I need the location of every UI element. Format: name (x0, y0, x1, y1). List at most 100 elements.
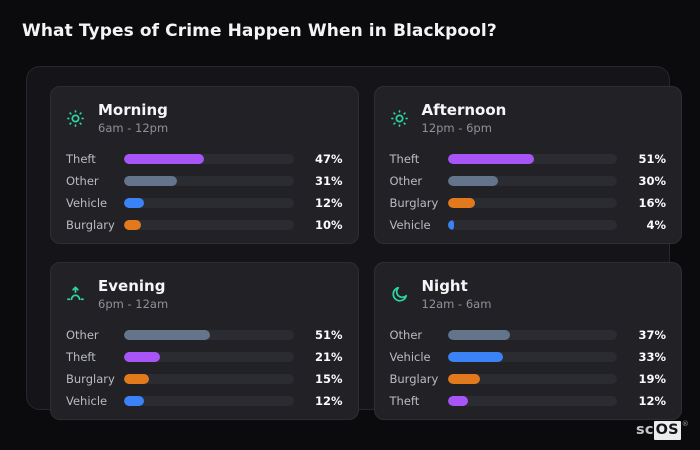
bar-value: 33% (638, 349, 666, 364)
bar-fill (447, 153, 534, 164)
bar-fill (124, 329, 211, 340)
bar-value: 21% (314, 349, 343, 364)
card-time-range: 12am - 6am (421, 296, 492, 311)
card-title: Night (421, 277, 468, 295)
bar-fill (447, 219, 455, 230)
bar-track (124, 197, 294, 208)
sun-icon (390, 109, 409, 128)
scos-logo: sc OS ® (635, 419, 689, 440)
bar-track (124, 219, 294, 230)
bar-label: Other (66, 327, 99, 342)
bar-chart: Theft 47% Other 31% Vehicle 12% Burglary… (66, 148, 343, 236)
bar-row: Theft 12% (390, 390, 667, 412)
bar-row: Other 37% (390, 324, 667, 346)
bar-value: 47% (314, 151, 343, 166)
bar-value: 12% (314, 393, 343, 408)
bar-fill (124, 373, 150, 384)
sunrise-icon (66, 285, 85, 304)
bar-label: Burglary (389, 371, 439, 386)
sun-icon (66, 109, 85, 128)
card-time-range: 6am - 12pm (98, 120, 169, 135)
card-title: Evening (98, 277, 166, 295)
bar-row: Burglary 16% (390, 192, 667, 214)
bar-value: 31% (314, 173, 343, 188)
bar-row: Other 30% (390, 170, 667, 192)
card-header: Morning 6am - 12pm (66, 102, 343, 135)
bar-fill (124, 219, 141, 230)
bar-row: Theft 51% (390, 148, 667, 170)
bar-label: Vehicle (389, 217, 431, 232)
card-header: Night 12am - 6am (390, 278, 667, 311)
card-evening: Evening 6pm - 12am Other 51% Theft 21% B… (50, 262, 359, 420)
bar-label: Theft (389, 393, 420, 408)
bar-value: 19% (638, 371, 666, 386)
card-morning: Morning 6am - 12pm Theft 47% Other 31% V… (50, 86, 359, 244)
bar-chart: Other 51% Theft 21% Burglary 15% Vehicle… (66, 324, 343, 412)
bar-value: 12% (638, 393, 666, 408)
cards-grid: Morning 6am - 12pm Theft 47% Other 31% V… (50, 86, 682, 420)
bar-label: Vehicle (66, 195, 108, 210)
bar-fill (124, 197, 145, 208)
bar-chart: Other 37% Vehicle 33% Burglary 19% Theft… (390, 324, 667, 412)
bar-row: Burglary 19% (390, 368, 667, 390)
logo-suffix: OS (653, 420, 681, 440)
bar-row: Vehicle 4% (390, 214, 667, 236)
bar-track (124, 373, 294, 384)
bar-value: 4% (646, 217, 666, 232)
bar-track (124, 329, 294, 340)
bar-label: Vehicle (66, 393, 108, 408)
bar-value: 30% (638, 173, 666, 188)
bar-value: 37% (638, 327, 666, 342)
card-time-range: 6pm - 12am (98, 296, 169, 311)
bar-label: Other (389, 173, 423, 188)
bar-value: 15% (314, 371, 343, 386)
bar-row: Burglary 10% (66, 214, 343, 236)
bar-value: 51% (638, 151, 666, 166)
card-title: Afternoon (421, 101, 507, 119)
bar-chart: Theft 51% Other 30% Burglary 16% Vehicle… (390, 148, 667, 236)
logo-prefix: sc (635, 421, 654, 438)
bar-value: 51% (314, 327, 343, 342)
card-afternoon: Afternoon 12pm - 6pm Theft 51% Other 30%… (373, 86, 682, 244)
bar-value: 10% (314, 217, 343, 232)
bar-label: Theft (389, 151, 420, 166)
bar-row: Theft 21% (66, 346, 343, 368)
bar-label: Other (66, 173, 99, 188)
bar-value: 16% (638, 195, 666, 210)
bar-track (447, 373, 617, 384)
bar-track (124, 395, 294, 406)
bar-fill (447, 395, 468, 406)
page-title: What Types of Crime Happen When in Black… (22, 21, 497, 41)
bar-track (124, 175, 294, 186)
bar-row: Other 51% (66, 324, 343, 346)
bar-fill (124, 175, 177, 186)
card-header: Evening 6pm - 12am (66, 278, 343, 311)
bar-track (124, 351, 294, 362)
bar-row: Vehicle 12% (66, 390, 343, 412)
bar-fill (447, 197, 475, 208)
card-time-range: 12pm - 6pm (421, 120, 492, 135)
bar-track (447, 197, 617, 208)
bar-label: Burglary (66, 371, 115, 386)
card-title: Morning (98, 101, 168, 119)
bar-track (447, 351, 617, 362)
bar-value: 12% (314, 195, 343, 210)
bar-track (447, 395, 617, 406)
card-header: Afternoon 12pm - 6pm (390, 102, 667, 135)
bar-fill (447, 175, 499, 186)
registered-trademark-icon: ® (681, 419, 689, 428)
bar-track (124, 153, 294, 164)
card-night: Night 12am - 6am Other 37% Vehicle 33% B… (373, 262, 682, 420)
bar-row: Burglary 15% (66, 368, 343, 390)
bar-label: Vehicle (389, 349, 431, 364)
bar-row: Vehicle 12% (66, 192, 343, 214)
bar-fill (124, 153, 204, 164)
bar-label: Burglary (389, 195, 439, 210)
moon-icon (390, 285, 409, 304)
bar-fill (447, 329, 511, 340)
bar-track (447, 175, 617, 186)
bar-fill (447, 351, 504, 362)
bar-track (447, 329, 617, 340)
bar-fill (124, 351, 160, 362)
bar-fill (447, 373, 480, 384)
